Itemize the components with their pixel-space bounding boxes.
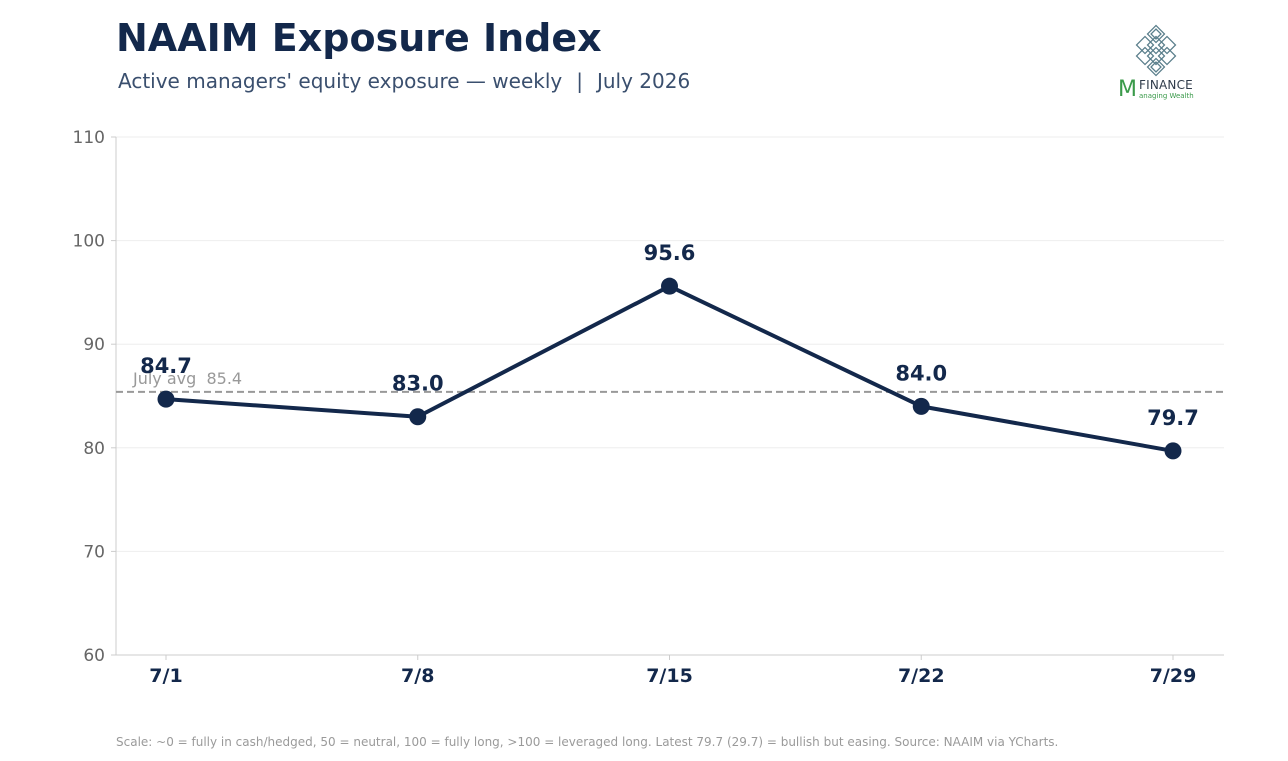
subtitle-period: July 2026 <box>596 69 691 93</box>
data-point <box>157 390 175 408</box>
average-line-label: July avg 85.4 <box>132 369 242 388</box>
subtitle-separator: | <box>576 69 583 93</box>
logo-tagline: anaging Wealth <box>1138 92 1194 100</box>
logo-wordmark: M FINANCE anaging Wealth <box>1118 77 1194 103</box>
y-tick-label: 90 <box>83 335 105 355</box>
logo-letter: M <box>1118 77 1137 102</box>
data-label: 83.0 <box>392 372 444 396</box>
subtitle-main: Active managers' equity exposure — weekl… <box>118 69 563 93</box>
data-label: 84.0 <box>895 361 947 385</box>
x-tick-label: 7/1 <box>149 665 182 687</box>
y-tick-label: 80 <box>83 439 105 459</box>
data-point <box>409 408 427 426</box>
chart-title: NAAIM Exposure Index <box>116 16 602 60</box>
logo-word: FINANCE <box>1138 78 1193 92</box>
x-tick-label: 7/22 <box>898 665 945 687</box>
data-label: 95.6 <box>644 241 696 265</box>
data-label: 79.7 <box>1147 406 1199 430</box>
data-point <box>912 397 930 415</box>
x-tick-label: 7/29 <box>1150 665 1197 687</box>
data-point <box>661 277 678 295</box>
y-tick-label: 70 <box>83 542 105 562</box>
data-point <box>1164 442 1182 460</box>
x-tick-label: 7/8 <box>401 665 434 687</box>
logo-knot-icon <box>1135 24 1177 77</box>
y-tick-label: 60 <box>83 646 105 666</box>
data-label: 84.7 <box>140 354 192 378</box>
series-line <box>164 284 1175 453</box>
chart-subtitle: Active managers' equity exposure — weekl… <box>118 69 690 93</box>
x-tick-label: 7/15 <box>646 665 693 687</box>
y-tick-label: 110 <box>73 128 105 148</box>
y-tick-label: 100 <box>73 232 105 252</box>
chart-footnote: Scale: ~0 = fully in cash/hedged, 50 = n… <box>116 735 1059 749</box>
